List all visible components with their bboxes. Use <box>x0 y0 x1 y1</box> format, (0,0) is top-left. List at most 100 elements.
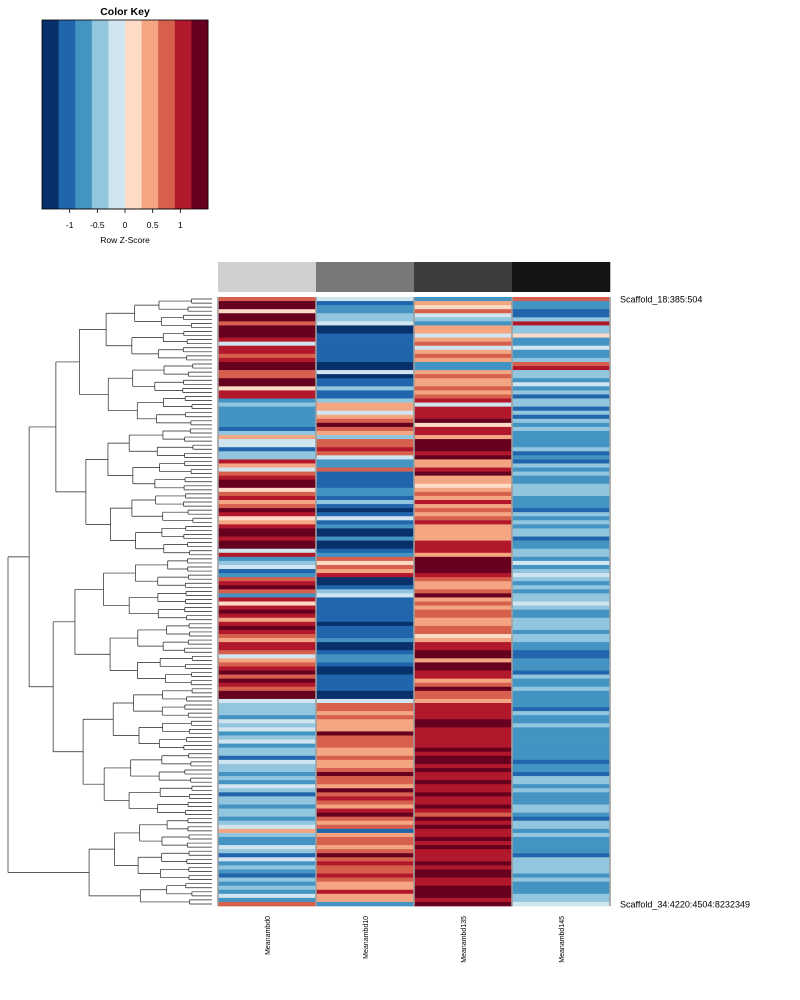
heatmap-cell <box>218 625 316 631</box>
heatmap-cell <box>512 893 610 899</box>
heatmap-cell <box>414 869 512 874</box>
heatmap-cell <box>512 629 610 635</box>
heatmap-cell <box>512 560 610 566</box>
heatmap-cell <box>316 422 414 428</box>
heatmap-cell <box>512 357 610 363</box>
heatmap-cell <box>414 654 512 659</box>
heatmap-cell <box>316 719 414 724</box>
row-dendrogram <box>7 298 212 905</box>
column-side-color <box>316 262 415 292</box>
heatmap-cell <box>512 723 610 728</box>
heatmap-cell <box>218 845 316 850</box>
heatmap-cell <box>512 374 610 379</box>
heatmap-cell <box>218 540 316 546</box>
heatmap-cell <box>512 646 610 651</box>
heatmap-cell <box>512 430 610 436</box>
heatmap-cell <box>316 536 414 541</box>
heatmap-cell <box>414 824 512 830</box>
heatmap-cell <box>414 690 512 696</box>
heatmap-cell <box>316 435 414 440</box>
heatmap-cell <box>512 581 610 586</box>
heatmap-cell <box>414 301 512 306</box>
heatmap-cell <box>218 650 316 655</box>
heatmap-cell <box>512 755 610 761</box>
heatmap-cell <box>316 500 414 505</box>
heatmap-cell <box>512 792 610 797</box>
heatmap-cell <box>512 780 610 785</box>
heatmap-cell <box>316 735 414 740</box>
heatmap-cell <box>512 321 610 326</box>
heatmap-cell <box>316 853 414 858</box>
heatmap-cell <box>512 325 610 330</box>
heatmap-cell <box>414 897 512 903</box>
heatmap-cell <box>512 796 610 801</box>
heatmap-cell <box>316 824 414 830</box>
heatmap-cell <box>414 353 512 359</box>
heatmap-cell <box>218 723 316 728</box>
heatmap-cell <box>414 435 512 440</box>
heatmap-cell <box>512 845 610 850</box>
heatmap-cell <box>512 861 610 866</box>
heatmap-cell <box>218 309 316 314</box>
heatmap-cell <box>512 422 610 428</box>
heatmap-cell <box>512 836 610 842</box>
heatmap-cell <box>218 824 316 830</box>
heatmap-cell <box>218 589 316 594</box>
heatmap-cell <box>316 524 414 529</box>
heatmap-cell <box>316 337 414 343</box>
heatmap-cell <box>218 629 316 635</box>
heatmap-cell <box>414 345 512 351</box>
heatmap-cell <box>218 743 316 749</box>
heatmap-cell <box>512 889 610 895</box>
heatmap-cell <box>414 386 512 391</box>
heatmap-cell <box>316 767 414 773</box>
heatmap-cell <box>316 617 414 623</box>
heatmap-cell <box>218 686 316 692</box>
heatmap-cell <box>512 487 610 493</box>
heatmap-cell <box>414 719 512 724</box>
heatmap-cell <box>218 857 316 862</box>
heatmap-cell <box>218 885 316 891</box>
heatmap-cell <box>512 873 610 878</box>
heatmap-cell <box>218 548 316 554</box>
heatmap-cell <box>316 780 414 785</box>
heatmap-cell <box>316 447 414 452</box>
heatmap-cell <box>512 731 610 736</box>
heatmap-cell <box>218 402 316 407</box>
heatmap-cell <box>218 398 316 403</box>
heatmap-cell <box>218 694 316 700</box>
heatmap-cell <box>414 495 512 501</box>
heatmap-cell <box>512 410 610 416</box>
heatmap-cell <box>414 455 512 460</box>
heatmap-cell <box>414 727 512 732</box>
heatmap-cell <box>316 776 414 781</box>
heatmap-cell <box>512 812 610 818</box>
heatmap-cell <box>414 512 512 517</box>
heatmap-cell <box>414 877 512 882</box>
heatmap-cell <box>512 658 610 663</box>
column-label: Meanambd135 <box>461 916 468 963</box>
heatmap-cell <box>218 577 316 582</box>
heatmap-cell <box>414 686 512 692</box>
heatmap-cell <box>316 792 414 797</box>
heatmap-cell <box>414 532 512 537</box>
heatmap-cell <box>414 711 512 716</box>
heatmap-cell <box>414 569 512 574</box>
column-side-color <box>218 262 317 292</box>
heatmap-cell <box>218 853 316 858</box>
heatmap-cell <box>316 666 414 671</box>
heatmap-cell <box>512 784 610 789</box>
heatmap-cell <box>316 467 414 472</box>
heatmap-cell <box>414 613 512 619</box>
heatmap-cell <box>414 865 512 870</box>
heatmap-cell <box>512 398 610 403</box>
heatmap-cell <box>316 564 414 570</box>
heatmap-cell <box>414 739 512 744</box>
color-key-swatch <box>75 20 93 209</box>
heatmap-cell <box>414 747 512 753</box>
heatmap-cell <box>218 901 316 907</box>
heatmap-cell <box>316 881 414 887</box>
heatmap-cell <box>414 816 512 822</box>
heatmap-cell <box>316 690 414 696</box>
heatmap-cell <box>512 820 610 826</box>
